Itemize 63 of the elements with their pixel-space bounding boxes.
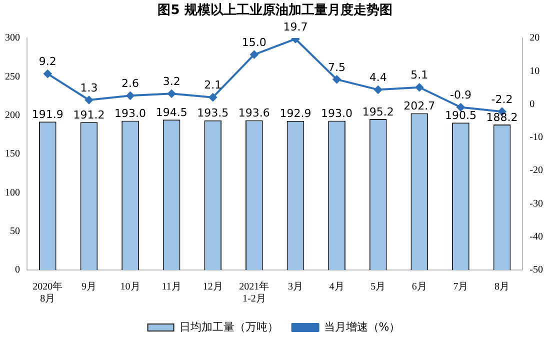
data-label: 2.1 (204, 78, 222, 92)
data-label: 190.5 (444, 109, 476, 122)
point (44, 70, 52, 78)
data-label: 193.0 (321, 107, 353, 120)
legend-label: 日均加工量（万吨） (179, 320, 278, 334)
point (84, 96, 93, 104)
point (374, 86, 382, 94)
data-label: 195.2 (362, 105, 394, 118)
x-tick-label: 6月 (412, 282, 427, 293)
data-label: 193.5 (197, 106, 229, 120)
point (208, 93, 217, 102)
x-tick-label: 8月 (494, 282, 510, 293)
data-label: 193.6 (238, 106, 270, 120)
point (250, 50, 258, 59)
data-label: 191.9 (32, 108, 64, 121)
legend-label: 当月增速（%） (324, 320, 400, 334)
data-label: 1.3 (80, 81, 98, 94)
data-label: 3.2 (162, 75, 180, 88)
data-label: 4.4 (369, 71, 387, 84)
data-label: -2.2 (491, 92, 513, 106)
data-label: 192.9 (280, 107, 312, 120)
x-tick-label: 12月 (202, 282, 223, 293)
data-label: 15.0 (242, 36, 266, 49)
y2-tick-label: -50 (530, 264, 544, 276)
y-tick-label: 200 (5, 110, 20, 121)
data-label: -0.9 (450, 88, 472, 102)
data-label: 9.2 (38, 55, 56, 68)
point (126, 92, 134, 100)
y2-tick-label: -40 (530, 231, 544, 242)
y-tick-label: 250 (5, 71, 20, 82)
data-label: 19.7 (283, 20, 308, 34)
x-tick-label: 2020年 8月 (32, 280, 63, 305)
x-tick-label: 7月 (453, 282, 468, 293)
y-tick-label: 300 (5, 32, 20, 44)
data-label: 193.0 (114, 107, 146, 120)
chart-title: 图5 规模以上工业原油加工量月度走势图 (156, 2, 394, 20)
x-tick-label: 4月 (329, 282, 344, 293)
x-tick-label: 10月 (120, 282, 140, 293)
y2-tick-label: -20 (530, 165, 544, 176)
x-tick-label: 3月 (288, 282, 303, 293)
point (332, 75, 341, 84)
data-label: 7.5 (328, 60, 346, 74)
x-tick-label: 9月 (81, 282, 96, 293)
point (168, 90, 176, 98)
x-tick-label: 11月 (162, 282, 182, 293)
data-label: 191.2 (73, 108, 105, 122)
data-label: 194.5 (156, 106, 188, 119)
y2-tick-label: -30 (530, 198, 544, 210)
y2-tick-label: -10 (530, 132, 544, 144)
y2-tick-label: 0 (530, 98, 535, 110)
y-tick-label: 100 (5, 187, 20, 198)
y-tick-label: 50 (10, 226, 20, 237)
y-tick-label: 150 (5, 148, 20, 160)
data-label: 5.1 (410, 68, 428, 82)
y-tick-label: 0 (15, 264, 20, 276)
y2-tick-label: 20 (530, 32, 540, 44)
y2-tick-label: 10 (530, 66, 540, 77)
x-tick-label: 5月 (370, 282, 386, 293)
data-label: 2.6 (122, 77, 140, 90)
x-tick-label: 2021年 1-2月 (239, 280, 270, 305)
data-label: 202.7 (404, 100, 436, 113)
point (415, 83, 424, 92)
data-label: 188.2 (486, 110, 518, 124)
